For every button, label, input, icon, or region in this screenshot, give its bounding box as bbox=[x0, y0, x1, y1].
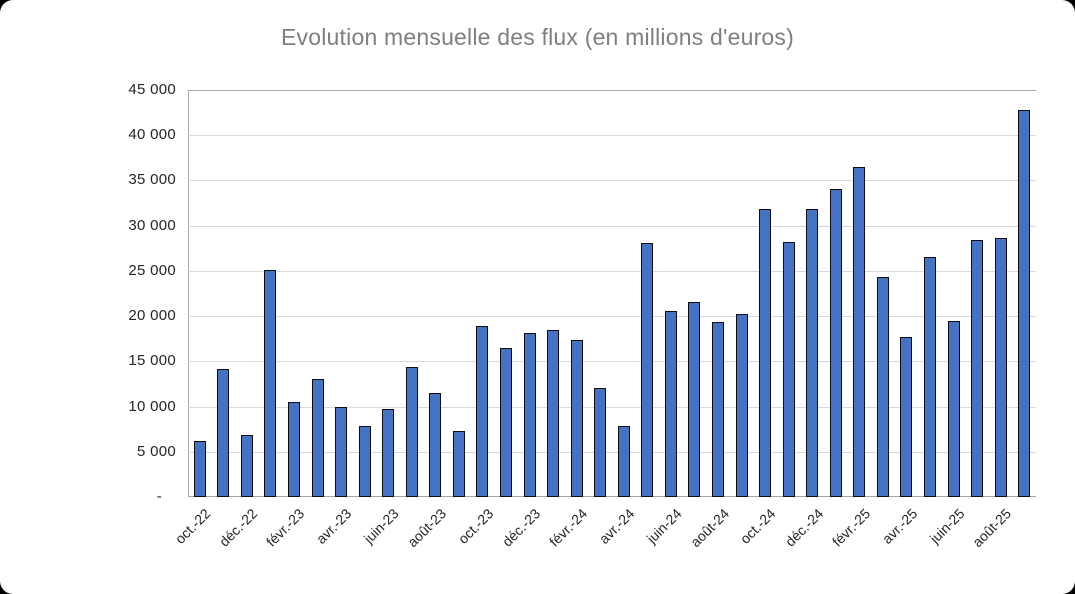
bar bbox=[217, 368, 230, 497]
x-axis-label: oct.-23 bbox=[454, 505, 497, 547]
bar bbox=[476, 326, 489, 497]
y-axis-label: 35 000 bbox=[128, 171, 176, 189]
bar bbox=[193, 440, 206, 497]
bar bbox=[900, 336, 913, 497]
y-axis-label: - bbox=[156, 488, 162, 505]
x-axis-label: févr.-23 bbox=[263, 505, 308, 550]
gridline bbox=[188, 180, 1036, 182]
x-axis-label: août-24 bbox=[686, 505, 732, 551]
y-axis-label: 15 000 bbox=[128, 352, 176, 370]
bar bbox=[712, 321, 724, 497]
bar bbox=[806, 209, 819, 497]
bar bbox=[547, 329, 560, 497]
x-axis-label: juin-23 bbox=[360, 505, 402, 547]
x-axis-label: avr.-23 bbox=[313, 505, 355, 547]
gridline bbox=[188, 406, 1036, 408]
bar bbox=[759, 209, 772, 497]
bar bbox=[429, 392, 442, 497]
bar bbox=[240, 434, 253, 497]
bar bbox=[405, 366, 418, 497]
bar bbox=[1018, 109, 1031, 497]
bar bbox=[264, 269, 277, 497]
bar bbox=[311, 378, 324, 497]
x-axis-label: févr.-24 bbox=[545, 505, 591, 550]
x-axis-label: avr.-24 bbox=[595, 505, 638, 547]
y-axis-label: 20 000 bbox=[128, 307, 176, 325]
x-axis-label: avr.-25 bbox=[878, 505, 921, 547]
y-axis-label: 45 000 bbox=[128, 81, 176, 98]
bar bbox=[594, 387, 607, 497]
bar bbox=[971, 240, 984, 497]
plot-area bbox=[188, 90, 1036, 497]
bar bbox=[829, 188, 842, 497]
bar bbox=[500, 347, 512, 497]
bar bbox=[335, 406, 348, 497]
bar bbox=[664, 310, 677, 497]
bar bbox=[876, 277, 889, 497]
bar bbox=[570, 339, 583, 497]
y-axis-label: 10 000 bbox=[128, 397, 176, 415]
bar bbox=[523, 333, 536, 497]
y-axis-label: 30 000 bbox=[128, 216, 176, 234]
gridline bbox=[188, 361, 1036, 363]
gridline bbox=[188, 225, 1036, 227]
x-axis-label: août-25 bbox=[969, 505, 1015, 551]
bar bbox=[641, 242, 654, 497]
y-axis-label: 40 000 bbox=[128, 126, 176, 144]
bar bbox=[382, 409, 395, 497]
x-axis-label: déc.-24 bbox=[781, 505, 826, 550]
x-axis-label: déc.-23 bbox=[498, 505, 544, 550]
bar bbox=[688, 301, 701, 497]
bar bbox=[617, 426, 630, 497]
bar bbox=[924, 257, 936, 497]
x-axis-label: oct.-24 bbox=[737, 505, 779, 547]
chart-title: Evolution mensuelle des flux (en million… bbox=[281, 24, 794, 50]
y-axis-label: 5 000 bbox=[136, 442, 176, 460]
x-axis-label: déc.-22 bbox=[216, 505, 261, 550]
x-axis-label: juin-24 bbox=[643, 505, 685, 547]
bar bbox=[782, 241, 795, 497]
x-axis-label: févr.-25 bbox=[828, 505, 873, 550]
x-axis-label: août-23 bbox=[404, 505, 449, 551]
bar bbox=[994, 238, 1007, 497]
gridline bbox=[188, 135, 1036, 137]
bar bbox=[735, 314, 748, 497]
bar bbox=[452, 430, 465, 497]
x-axis-label: oct.-22 bbox=[171, 505, 214, 547]
bar bbox=[853, 166, 866, 497]
bar bbox=[358, 426, 371, 497]
gridline bbox=[188, 316, 1036, 318]
gridline bbox=[188, 270, 1036, 272]
bar bbox=[947, 320, 960, 497]
gridline bbox=[188, 451, 1036, 453]
x-axis-label: juin-25 bbox=[926, 505, 968, 547]
y-axis-label: 25 000 bbox=[128, 261, 176, 279]
bar bbox=[288, 402, 300, 497]
